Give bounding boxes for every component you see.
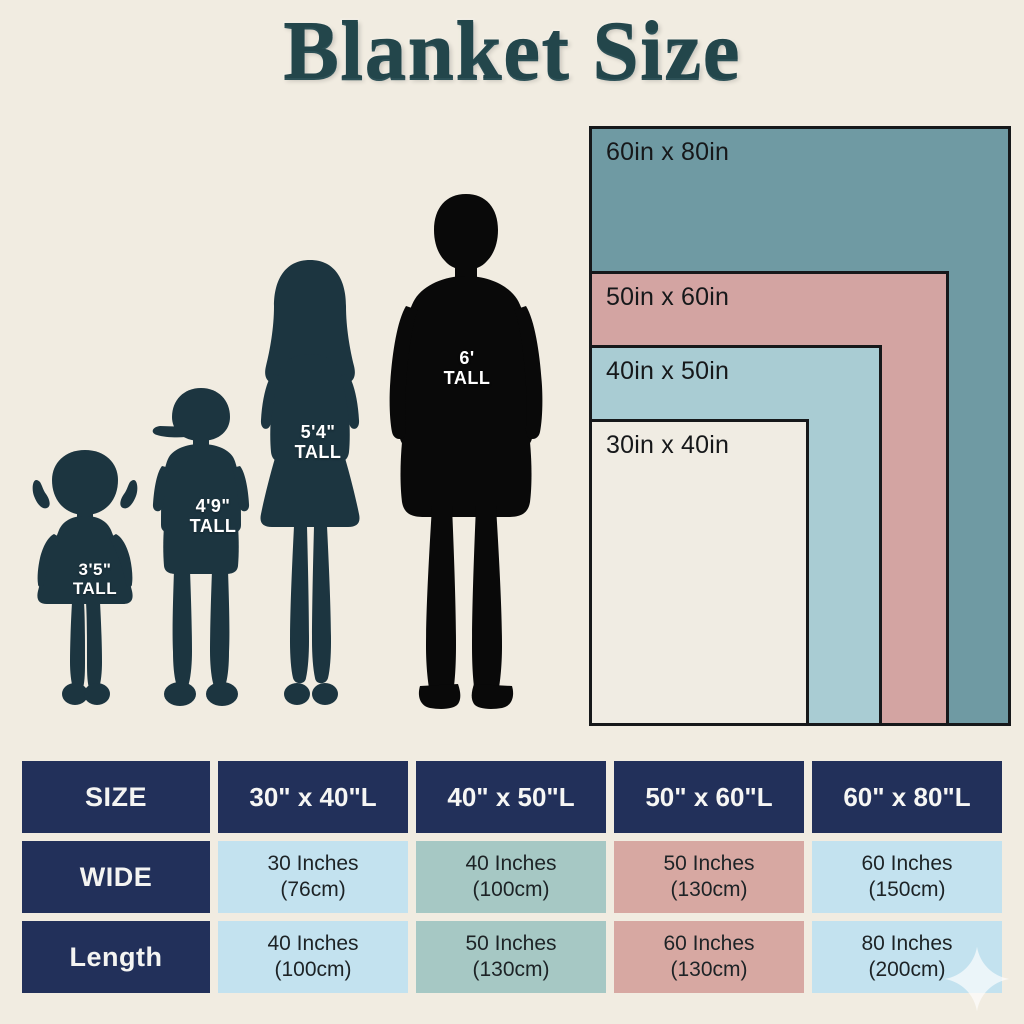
- table-column-header-40x50: 40" x 50"L: [416, 761, 606, 833]
- silhouette-man: [376, 190, 556, 714]
- value-inches: 60 Inches: [663, 931, 755, 955]
- table-cell-wide-40: 40 Inches (100cm): [416, 841, 606, 913]
- value-inches: 80 Inches: [861, 931, 953, 955]
- value-cm: (100cm): [472, 878, 550, 901]
- value-cm: (150cm): [868, 878, 946, 901]
- value-cm: (100cm): [274, 958, 352, 981]
- size-rect-label-50x60: 50in x 60in: [606, 283, 730, 311]
- table-row-header-size: SIZE: [22, 761, 211, 833]
- table-cell-length-50: 60 Inches (130cm): [614, 921, 804, 993]
- size-rect-label-40x50: 40in x 50in: [606, 357, 730, 385]
- value-inches: 30 Inches: [267, 851, 359, 875]
- value-cm: (76cm): [280, 878, 346, 901]
- page-title: Blanket Size: [282, 3, 742, 99]
- table-cell-length-30: 40 Inches (100cm): [218, 921, 409, 993]
- table-cell-wide-60: 60 Inches (150cm): [811, 841, 1002, 913]
- table-column-header-30x40: 30" x 40"L: [218, 761, 409, 833]
- table-row-header-length: Length: [22, 921, 211, 993]
- silhouette-girl: [22, 448, 148, 706]
- table-row-header-wide: WIDE: [22, 841, 211, 913]
- table-cell-length-40: 50 Inches (130cm): [416, 921, 606, 993]
- table-cell-wide-50: 50 Inches (130cm): [614, 841, 804, 913]
- size-rect-label-30x40: 30in x 40in: [606, 431, 730, 459]
- value-inches: 40 Inches: [465, 851, 557, 875]
- silhouette-boy: [146, 386, 256, 706]
- value-cm: (130cm): [472, 958, 550, 981]
- size-table: SIZE 30" x 40"L 40" x 50"L 50" x 60"L 60…: [22, 761, 1002, 1001]
- value-cm: (200cm): [868, 958, 946, 981]
- table-column-header-60x80: 60" x 80"L: [811, 761, 1002, 833]
- value-inches: 50 Inches: [465, 931, 557, 955]
- table-header-row: SIZE 30" x 40"L 40" x 50"L 50" x 60"L 60…: [22, 761, 1002, 833]
- value-cm: (130cm): [670, 878, 748, 901]
- silhouette-woman: [252, 258, 368, 706]
- value-cm: (130cm): [670, 958, 748, 981]
- size-rect-30x40: 30in x 40in: [589, 419, 809, 726]
- size-rect-label-60x80: 60in x 80in: [606, 138, 730, 166]
- value-inches: 50 Inches: [663, 851, 755, 875]
- table-row-wide: WIDE 30 Inches (76cm) 40 Inches (100cm) …: [22, 841, 1002, 913]
- table-cell-wide-30: 30 Inches (76cm): [218, 841, 409, 913]
- table-cell-length-60: 80 Inches (200cm): [811, 921, 1002, 993]
- table-column-header-50x60: 50" x 60"L: [614, 761, 804, 833]
- value-inches: 40 Inches: [267, 931, 359, 955]
- value-inches: 60 Inches: [861, 851, 953, 875]
- table-row-length: Length 40 Inches (100cm) 50 Inches (130c…: [22, 921, 1002, 993]
